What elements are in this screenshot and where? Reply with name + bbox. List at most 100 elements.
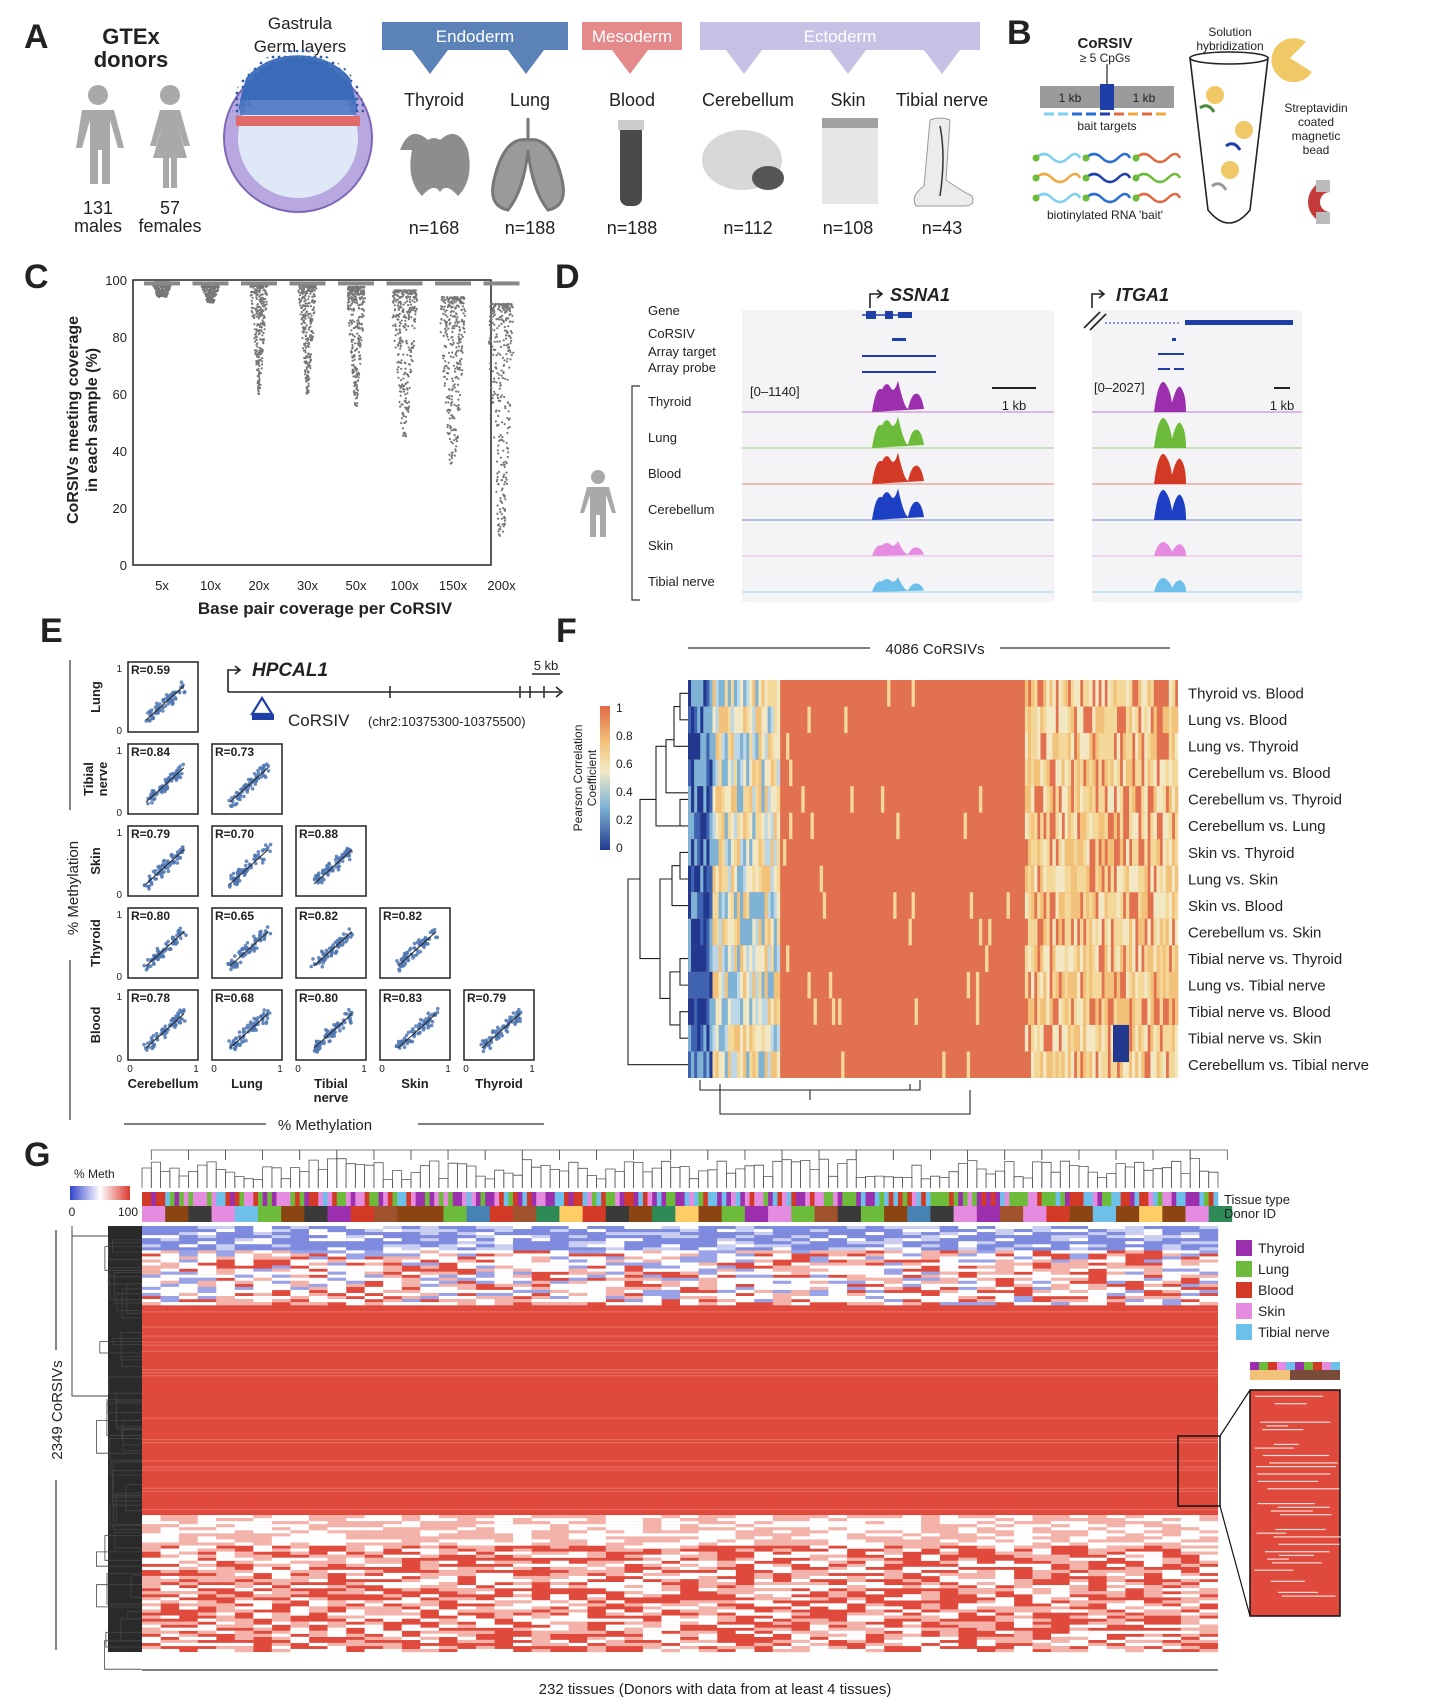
g-colorbar <box>70 1186 130 1200</box>
g-donor-block <box>628 1206 653 1222</box>
females-count: 57 <box>160 198 180 218</box>
g-top-branch <box>883 1176 894 1188</box>
e-col-label-1: Lung <box>231 1076 263 1091</box>
males-count: 131 <box>83 198 113 218</box>
c-cluster-top-50x <box>338 281 374 286</box>
g-donor-block <box>1023 1206 1047 1222</box>
e-row-label-0: Lung <box>88 681 103 713</box>
e-cell-2-1: R=0.70 <box>211 825 283 897</box>
g-top-branch <box>939 1177 950 1188</box>
g-heat-row <box>142 1621 1219 1625</box>
corsiv-marker <box>250 695 274 716</box>
e-r-value: R=0.82 <box>299 909 338 923</box>
e-xtick: 0 <box>379 1064 385 1075</box>
g-heat-row <box>160 1253 1200 1257</box>
g-top-branch <box>707 1169 718 1188</box>
g-legend-label-2: Blood <box>1258 1282 1294 1298</box>
d-peak-ssna1-2 <box>872 452 924 484</box>
g-left-branch <box>108 1242 142 1260</box>
g-top-branch <box>484 1149 523 1160</box>
g-donor-block <box>768 1206 792 1222</box>
d-tissue-label-1: Lung <box>648 430 677 445</box>
e-r-value: R=0.88 <box>299 827 338 841</box>
g-top-branch <box>410 1172 421 1188</box>
f-heat-row-14 <box>688 1051 1179 1078</box>
g-heat-row <box>142 1375 1218 1377</box>
d-track-label-2: Array target <box>648 344 716 359</box>
e-cell-1-1: R=0.73 <box>211 743 283 815</box>
g-top-branch <box>902 1177 913 1188</box>
f-dendro-branch <box>627 878 688 1066</box>
g-top-branch <box>846 1159 857 1188</box>
g-donor-block <box>513 1206 537 1222</box>
f-heat-row-1 <box>688 706 1179 734</box>
scale-itga1: 1 kb <box>1270 398 1295 413</box>
g-heat-row <box>142 1487 1218 1489</box>
g-heat-row <box>142 1271 1219 1275</box>
g-top-branch <box>225 1149 263 1160</box>
range-itga1: [0–2027] <box>1094 380 1145 395</box>
g-legend-max: 100 <box>118 1205 138 1219</box>
g-top-branch <box>1041 1161 1052 1188</box>
panel-f: F 4086 CoRSIVs 1 0.8 0.6 0.4 0.2 0 Pearson Co… <box>556 612 1369 1115</box>
g-top-branch <box>475 1175 486 1188</box>
g-left-branch <box>71 1226 108 1397</box>
g-zoom-annot <box>1277 1362 1286 1370</box>
c-xtick-4: 50x <box>346 578 367 593</box>
g-zoom-annot <box>1286 1362 1295 1370</box>
g-top-branch <box>698 1170 709 1188</box>
g-top-branch <box>568 1161 579 1188</box>
g-donor-block <box>188 1206 212 1222</box>
e-cell-2-0: R=0.79 <box>127 825 199 897</box>
g-top-branch <box>290 1167 301 1188</box>
g-donor-block <box>953 1206 978 1222</box>
g-heat-row <box>160 1554 1219 1558</box>
f-heat-row-3 <box>688 759 1179 787</box>
g-left-branch <box>114 1531 142 1549</box>
c-points-30x <box>289 281 326 395</box>
e-cell-0-0: R=0.59 <box>127 661 199 733</box>
g-heat-row <box>142 1533 1219 1537</box>
f-row-label-5: Cerebellum vs. Lung <box>1188 818 1326 835</box>
g-heat-row <box>142 1582 1219 1586</box>
g-donor-block <box>142 1206 166 1222</box>
g-heat-row <box>142 1575 1219 1580</box>
e-r-value: R=0.82 <box>383 909 422 923</box>
g-top-branch <box>531 1166 542 1188</box>
e-row-label-4: Blood <box>88 1007 103 1044</box>
g-donor-block <box>976 1206 1001 1222</box>
g-top-branch <box>957 1163 968 1188</box>
g-top-branch <box>419 1165 430 1188</box>
g-top-branch <box>865 1176 876 1188</box>
g-heat-row <box>142 1527 1219 1531</box>
g-top-branch <box>772 1160 783 1188</box>
corsiv-label-e: CoRSIV <box>288 711 350 730</box>
f-row-label-0: Thyroid vs. Blood <box>1188 686 1304 703</box>
g-donor-block <box>559 1206 583 1222</box>
g-heat-row <box>179 1563 1200 1567</box>
g-top-branch <box>1097 1177 1108 1188</box>
e-cell-4-3: R=0.83 <box>379 989 451 1061</box>
g-heat-row <box>142 1247 1219 1251</box>
g-top-branch <box>1189 1149 1228 1160</box>
c-xtick-7: 200x <box>487 578 516 593</box>
tissue-name-2: Blood <box>609 90 655 110</box>
g-heat-row <box>160 1633 1200 1637</box>
f-dendro-branch <box>700 1084 721 1091</box>
g-heat-row <box>142 1341 1218 1343</box>
c-cluster-top-20x <box>241 281 277 286</box>
gene-hpcal1: HPCAL1 <box>252 660 328 681</box>
chart-c-frame <box>132 279 492 566</box>
g-heat-row <box>142 1585 1219 1589</box>
g-top-branch <box>837 1163 848 1188</box>
g-top-branch <box>521 1149 560 1160</box>
g-legend-label-3: Skin <box>1258 1303 1285 1319</box>
cpgs-label: ≥ 5 CpGs <box>1080 51 1131 65</box>
e-col-label-2: Tibial <box>314 1076 348 1091</box>
g-top-branch <box>1059 1160 1070 1188</box>
g-top-branch <box>1115 1149 1154 1160</box>
e-xlabel: % Methylation <box>278 1117 372 1134</box>
g-legend-min: 0 <box>69 1205 76 1219</box>
panel-c: C 0 20 40 60 80 100 5x 10x 20x 30x 50x 100x 150x 200… <box>24 258 520 618</box>
gene-ssna1: SSNA1 <box>890 285 950 305</box>
